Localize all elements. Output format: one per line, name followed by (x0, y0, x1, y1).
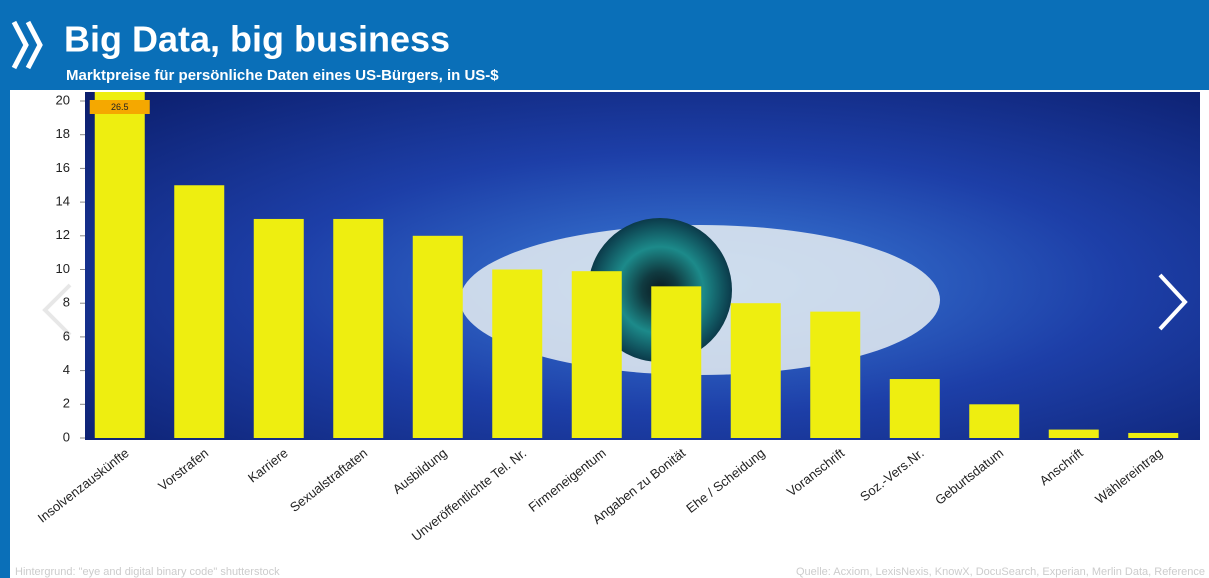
x-tick-label: Vorstrafen (155, 445, 211, 493)
x-tick-label: Karriere (245, 445, 291, 485)
value-label: 26.5 (111, 102, 129, 112)
prev-arrow[interactable] (42, 283, 72, 337)
bar (333, 218, 384, 438)
chart-title: Big Data, big business (64, 19, 450, 60)
left-stripe (0, 90, 10, 578)
bar (253, 218, 304, 438)
header-band (0, 0, 1209, 90)
y-tick-label: 20 (56, 92, 70, 107)
bar (730, 303, 781, 438)
bar (969, 404, 1020, 438)
y-tick-label: 2 (63, 396, 70, 411)
x-tick-label: Ehe / Scheidung (683, 445, 767, 516)
x-tick-label: Geburtsdatum (932, 445, 1006, 508)
x-tick-label: Firmeneigentum (525, 445, 608, 515)
y-tick-label: 16 (56, 160, 70, 175)
y-tick-label: 10 (56, 261, 70, 276)
x-tick-label: Sexualstraftaten (287, 445, 370, 515)
bar (174, 185, 225, 438)
x-tick-label: Anschrift (1037, 445, 1086, 488)
y-tick-label: 14 (56, 194, 70, 209)
y-tick-label: 4 (63, 362, 70, 377)
overflow-badge (89, 100, 150, 114)
bar (94, 92, 145, 438)
x-tick-label: Wählereintrag (1092, 445, 1165, 507)
y-tick-label: 18 (56, 126, 70, 141)
chart-subtitle: Marktpreise für persönliche Daten eines … (66, 67, 499, 84)
x-tick-label: Soz.-Vers.Nr. (857, 445, 927, 504)
bar (571, 271, 622, 438)
x-tick-label: Voranschrift (784, 445, 848, 499)
y-tick-label: 0 (63, 429, 70, 444)
bar (492, 269, 543, 438)
bar (651, 286, 702, 438)
bar (1048, 429, 1099, 438)
bar (889, 379, 940, 438)
logo (11, 20, 43, 70)
source: Quelle: Acxiom, LexisNexis, KnowX, DocuS… (796, 566, 1205, 578)
bar (1128, 432, 1179, 438)
bar (810, 311, 861, 438)
y-tick-label: 12 (56, 227, 70, 242)
x-tick-label: Insolvenzauskünfte (35, 445, 132, 525)
next-arrow[interactable] (1158, 273, 1188, 331)
credit: Hintergrund: "eye and digital binary cod… (15, 566, 280, 578)
y-tick-label: 8 (63, 295, 70, 310)
y-tick-label: 6 (63, 328, 70, 343)
x-tick-label: Ausbildung (390, 445, 450, 496)
bar (412, 235, 463, 438)
